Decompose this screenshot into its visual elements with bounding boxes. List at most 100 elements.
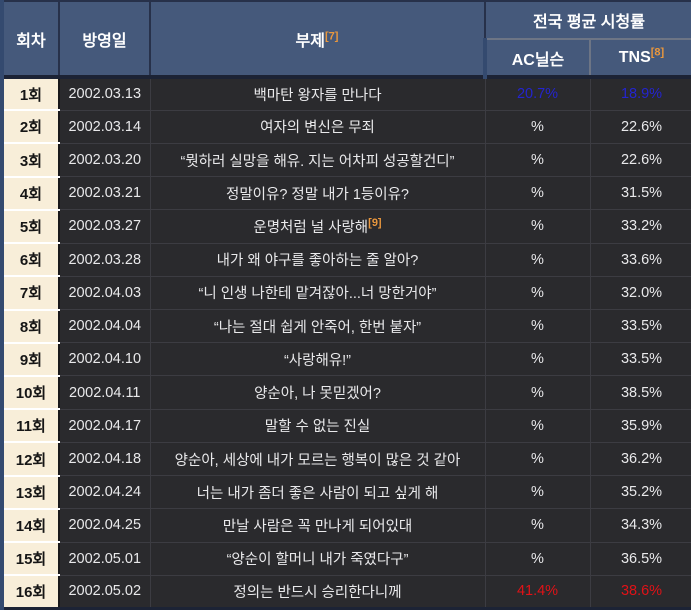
episode-cell: 8회 bbox=[0, 309, 60, 344]
subtitle-text: “뭣하러 실망을 해유. 지는 어차피 성공할건디” bbox=[180, 153, 455, 170]
ac-nielsen-rating-cell: % bbox=[484, 508, 591, 543]
tns-rating-cell: 33.6% bbox=[589, 242, 691, 277]
subtitle-text: “양순이 할머니 내가 죽였다구” bbox=[226, 552, 409, 569]
tns-rating-cell: 34.3% bbox=[589, 508, 691, 543]
table-body: 1회 2002.03.13 백마탄 왕자를 만나다 20.7% 18.9% 2회… bbox=[0, 74, 691, 610]
ac-nielsen-rating-cell: % bbox=[484, 441, 591, 477]
subtitle-cell: 운명처럼 널 사랑해[9] bbox=[149, 209, 486, 244]
footnote-7-link[interactable]: [7] bbox=[325, 30, 339, 43]
tns-rating-cell: 35.9% bbox=[589, 408, 691, 443]
subtitle-text: “니 인생 나한테 맡겨잖아...너 망한거야” bbox=[198, 286, 437, 303]
ac-nielsen-rating-cell: % bbox=[484, 242, 591, 277]
header-tns: TNS[8] bbox=[589, 38, 691, 78]
header-tns-label: TNS bbox=[618, 48, 651, 66]
tns-rating-cell: 36.2% bbox=[589, 441, 691, 477]
episode-cell: 7회 bbox=[0, 276, 60, 311]
episode-cell: 16회 bbox=[0, 575, 60, 610]
subtitle-cell: “나는 절대 쉽게 안죽어, 한번 붙자” bbox=[149, 309, 486, 344]
subtitle-text: 너는 내가 좀더 좋은 사람이 되고 싶게 해 bbox=[196, 485, 439, 502]
tns-rating-cell: 33.5% bbox=[589, 342, 691, 377]
header-subtitle-label: 부제 bbox=[295, 32, 325, 50]
air-date-cell: 2002.04.10 bbox=[58, 342, 151, 377]
header-air-date: 방영일 bbox=[58, 0, 151, 78]
ac-nielsen-rating-cell: % bbox=[484, 209, 591, 244]
tns-rating-cell: 33.2% bbox=[589, 209, 691, 244]
episode-cell: 5회 bbox=[0, 209, 60, 245]
ac-nielsen-rating-cell: % bbox=[484, 408, 591, 443]
air-date-cell: 2002.03.20 bbox=[58, 142, 151, 178]
table-row: 8회 2002.04.04 “나는 절대 쉽게 안죽어, 한번 붙자” % 33… bbox=[0, 309, 691, 344]
episode-cell: 11회 bbox=[0, 409, 60, 444]
table-row: 15회 2002.05.01 “양순이 할머니 내가 죽였다구” % 36.5% bbox=[0, 541, 691, 577]
table-row: 6회 2002.03.28 내가 왜 야구를 좋아하는 줄 알아? % 33.6… bbox=[0, 242, 691, 278]
episode-cell: 12회 bbox=[0, 442, 60, 477]
ac-nielsen-rating-cell: % bbox=[484, 176, 591, 211]
subtitle-text: 정말이유? 정말 내가 1등이유? bbox=[225, 186, 410, 203]
subtitle-cell: “사랑해유!” bbox=[149, 342, 486, 377]
table-row: 2회 2002.03.14 여자의 변신은 무죄 % 22.6% bbox=[0, 109, 691, 145]
ac-nielsen-rating-cell: % bbox=[484, 109, 591, 144]
subtitle-cell: “뭣하러 실망을 해유. 지는 어차피 성공할건디” bbox=[149, 142, 486, 178]
air-date-cell: 2002.04.24 bbox=[58, 475, 151, 510]
subtitle-cell: 백마탄 왕자를 만나다 bbox=[149, 74, 486, 111]
subtitle-cell: 양순아, 나 못믿겠어? bbox=[149, 375, 486, 410]
subtitle-text: “나는 절대 쉽게 안죽어, 한번 붙자” bbox=[213, 319, 422, 336]
episode-cell: 14회 bbox=[0, 508, 60, 544]
footnote-9-link[interactable]: [9] bbox=[368, 217, 382, 230]
subtitle-cell: 정말이유? 정말 내가 1등이유? bbox=[149, 176, 486, 211]
table-row: 16회 2002.05.02 정의는 반드시 승리한다니께 41.4% 38.6… bbox=[0, 574, 691, 610]
air-date-cell: 2002.03.28 bbox=[58, 242, 151, 277]
ac-nielsen-rating-cell: % bbox=[484, 475, 591, 510]
subtitle-text: 말할 수 없는 진실 bbox=[264, 419, 371, 436]
episode-cell: 15회 bbox=[0, 542, 60, 577]
ac-nielsen-rating-cell: % bbox=[484, 541, 591, 576]
ac-nielsen-rating-cell: % bbox=[484, 142, 591, 178]
air-date-cell: 2002.04.11 bbox=[58, 375, 151, 410]
table-row: 9회 2002.04.10 “사랑해유!” % 33.5% bbox=[0, 342, 691, 377]
table-row: 1회 2002.03.13 백마탄 왕자를 만나다 20.7% 18.9% bbox=[0, 74, 691, 112]
tns-rating-cell: 38.6% bbox=[589, 574, 691, 610]
footnote-8-link[interactable]: [8] bbox=[650, 46, 665, 59]
subtitle-cell: 너는 내가 좀더 좋은 사람이 되고 싶게 해 bbox=[149, 475, 486, 510]
tns-rating-cell: 38.5% bbox=[589, 375, 691, 410]
header-episode: 회차 bbox=[0, 0, 60, 78]
table-row: 3회 2002.03.20 “뭣하러 실망을 해유. 지는 어차피 성공할건디”… bbox=[0, 142, 691, 178]
air-date-cell: 2002.04.04 bbox=[58, 309, 151, 344]
tns-rating-cell: 31.5% bbox=[589, 176, 691, 211]
table-row: 12회 2002.04.18 양순아, 세상에 내가 모르는 행복이 많은 것 … bbox=[0, 441, 691, 477]
air-date-cell: 2002.03.21 bbox=[58, 176, 151, 211]
tns-rating-cell: 35.2% bbox=[589, 475, 691, 510]
subtitle-text: 양순아, 세상에 내가 모르는 행복이 많은 것 같아 bbox=[174, 452, 461, 469]
table-row: 13회 2002.04.24 너는 내가 좀더 좋은 사람이 되고 싶게 해 %… bbox=[0, 475, 691, 510]
subtitle-text: 양순아, 나 못믿겠어? bbox=[254, 386, 381, 403]
tns-rating-cell: 18.9% bbox=[589, 74, 691, 111]
tns-rating-cell: 22.6% bbox=[589, 109, 691, 144]
episode-cell: 4회 bbox=[0, 176, 60, 211]
ac-nielsen-rating-cell: 20.7% bbox=[484, 74, 591, 111]
air-date-cell: 2002.04.03 bbox=[58, 275, 151, 311]
subtitle-text: “사랑해유!” bbox=[283, 352, 352, 369]
subtitle-text: 여자의 변신은 무죄 bbox=[260, 120, 375, 137]
episode-cell: 9회 bbox=[0, 342, 60, 377]
subtitle-cell: 말할 수 없는 진실 bbox=[149, 408, 486, 443]
episode-cell: 2회 bbox=[0, 110, 60, 145]
ac-nielsen-rating-cell: % bbox=[484, 375, 591, 410]
subtitle-cell: 정의는 반드시 승리한다니께 bbox=[149, 574, 486, 610]
table-row: 7회 2002.04.03 “니 인생 나한테 맡겨잖아...너 망한거야” %… bbox=[0, 275, 691, 311]
subtitle-cell: 여자의 변신은 무죄 bbox=[149, 109, 486, 144]
table-header: 회차 방영일 부제[7] 전국 평균 시청률 AC닐슨 TNS[8] bbox=[0, 0, 691, 78]
table-row: 14회 2002.04.25 만날 사람은 꼭 만나게 되어있대 % 34.3% bbox=[0, 508, 691, 544]
air-date-cell: 2002.03.13 bbox=[58, 74, 151, 111]
tns-rating-cell: 33.5% bbox=[589, 309, 691, 344]
subtitle-text: 내가 왜 야구를 좋아하는 줄 알아? bbox=[216, 253, 419, 270]
air-date-cell: 2002.05.01 bbox=[58, 541, 151, 576]
subtitle-text: 백마탄 왕자를 만나다 bbox=[253, 87, 382, 104]
air-date-cell: 2002.03.14 bbox=[58, 109, 151, 144]
air-date-cell: 2002.03.27 bbox=[58, 209, 151, 244]
tns-rating-cell: 32.0% bbox=[589, 275, 691, 311]
subtitle-cell: 만날 사람은 꼭 만나게 되어있대 bbox=[149, 508, 486, 543]
tns-rating-cell: 36.5% bbox=[589, 541, 691, 576]
table-row: 4회 2002.03.21 정말이유? 정말 내가 1등이유? % 31.5% bbox=[0, 176, 691, 211]
